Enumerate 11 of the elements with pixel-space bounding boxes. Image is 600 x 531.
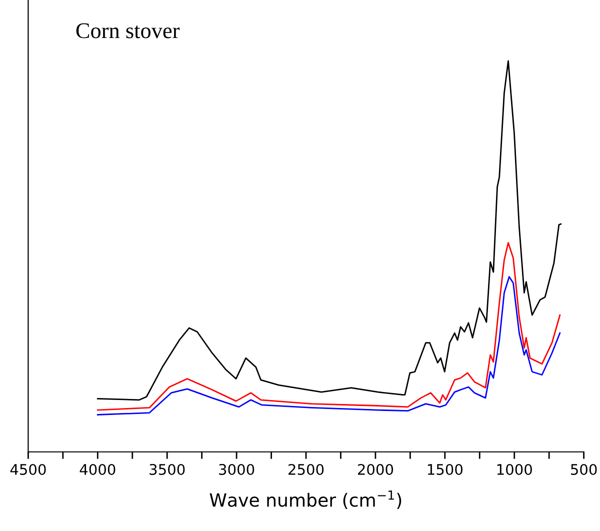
x-tick-label: 1500: [428, 464, 462, 475]
x-tick-label: 4000: [80, 464, 116, 475]
x-tick-label: 1000: [497, 464, 532, 475]
x-tick-label: 3000: [219, 464, 254, 475]
x-tick-label: 3500: [150, 464, 185, 475]
x-tick-label: 2000: [358, 464, 394, 475]
x-tick-label: 4500: [10, 464, 46, 475]
text: Corn stover: [76, 23, 180, 38]
x-tick-label: 2500: [288, 464, 324, 475]
x-axis-title: Wave number (cm$^{−1}$): [210, 490, 402, 509]
x-tick-label: 500: [571, 464, 597, 475]
